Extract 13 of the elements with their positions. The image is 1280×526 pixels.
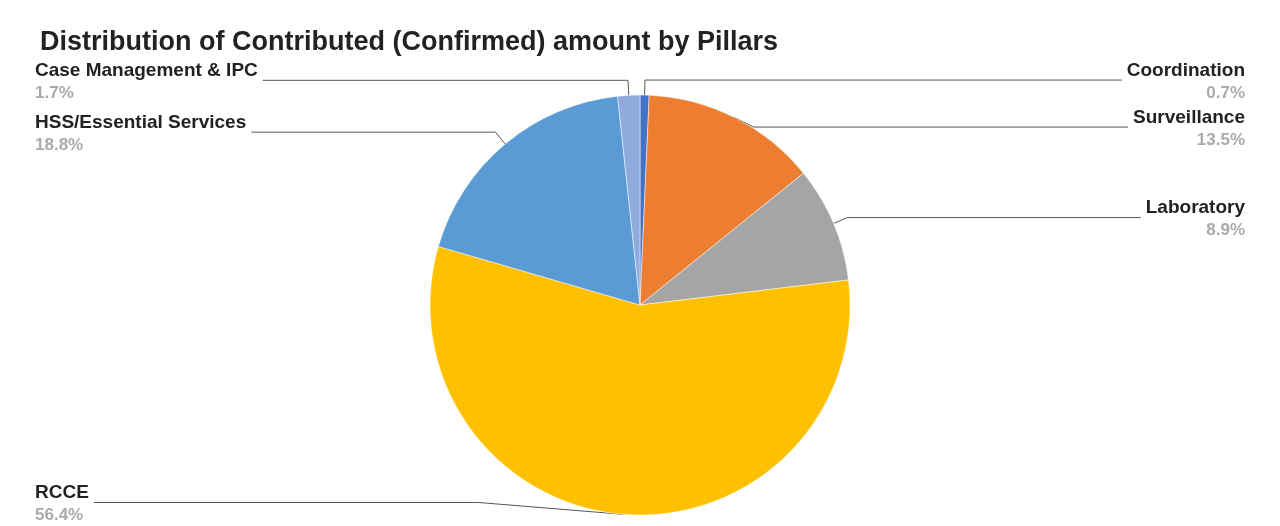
chart-title: Distribution of Contributed (Confirmed) amount by Pillars [40,25,778,56]
slice-label: RCCE [35,481,89,502]
slice-label: Case Management & IPC [35,58,259,80]
slice-label: HSS/Essential Services [35,110,247,132]
data-label: 56.4% [35,505,84,524]
slice-label: Coordination [1126,58,1245,80]
data-label: 18.8% [35,134,84,154]
data-label: 1.7% [35,82,74,102]
slice-label: Laboratory [1145,196,1246,218]
slice-label: Surveillance [1133,105,1245,127]
data-label: 13.5% [1196,129,1245,149]
data-label: 0.7% [1206,82,1245,102]
data-label: 8.9% [1206,220,1245,240]
